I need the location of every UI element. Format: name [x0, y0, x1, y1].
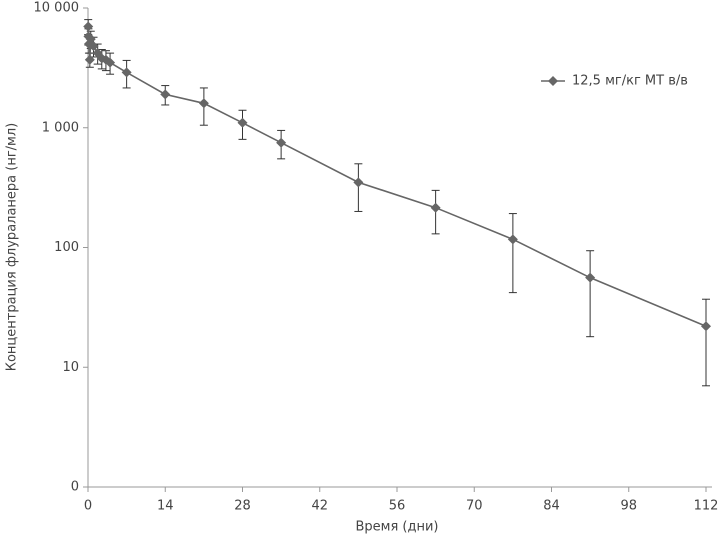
marker — [105, 57, 116, 68]
x-tick-label: 56 — [389, 499, 406, 514]
marker — [701, 321, 711, 332]
series-line — [87, 26, 707, 327]
x-tick-label: 98 — [620, 499, 637, 514]
y-tick-label: 100 — [54, 240, 79, 255]
y-tick-label: 0 — [71, 480, 79, 495]
y-axis-title: Концентрация флураланера (нг/мл) — [5, 123, 20, 372]
marker — [198, 98, 209, 109]
marker — [83, 21, 94, 32]
marker — [430, 202, 441, 213]
x-tick-label: 42 — [311, 499, 328, 514]
marker — [237, 117, 248, 128]
marker — [585, 272, 596, 283]
marker — [507, 234, 518, 245]
x-tick-label: 0 — [84, 499, 92, 514]
marker — [88, 41, 99, 52]
y-tick-label: 10 — [62, 360, 79, 375]
marker — [276, 137, 287, 148]
x-tick-label: 70 — [466, 499, 483, 514]
marker — [353, 177, 364, 188]
marker — [160, 89, 171, 100]
marker — [121, 67, 132, 78]
legend-label: 12,5 мг/кг МТ в/в — [572, 74, 688, 89]
x-tick-label: 28 — [234, 499, 251, 514]
marker — [84, 54, 95, 65]
y-tick-label: 1 000 — [42, 120, 79, 135]
x-tick-label: 14 — [157, 499, 174, 514]
x-axis-title: Время (дни) — [355, 520, 438, 535]
x-tick-label: 112 — [694, 499, 719, 514]
legend-marker — [548, 76, 558, 86]
x-tick-label: 84 — [543, 499, 560, 514]
y-tick-label: 10 000 — [34, 1, 80, 16]
